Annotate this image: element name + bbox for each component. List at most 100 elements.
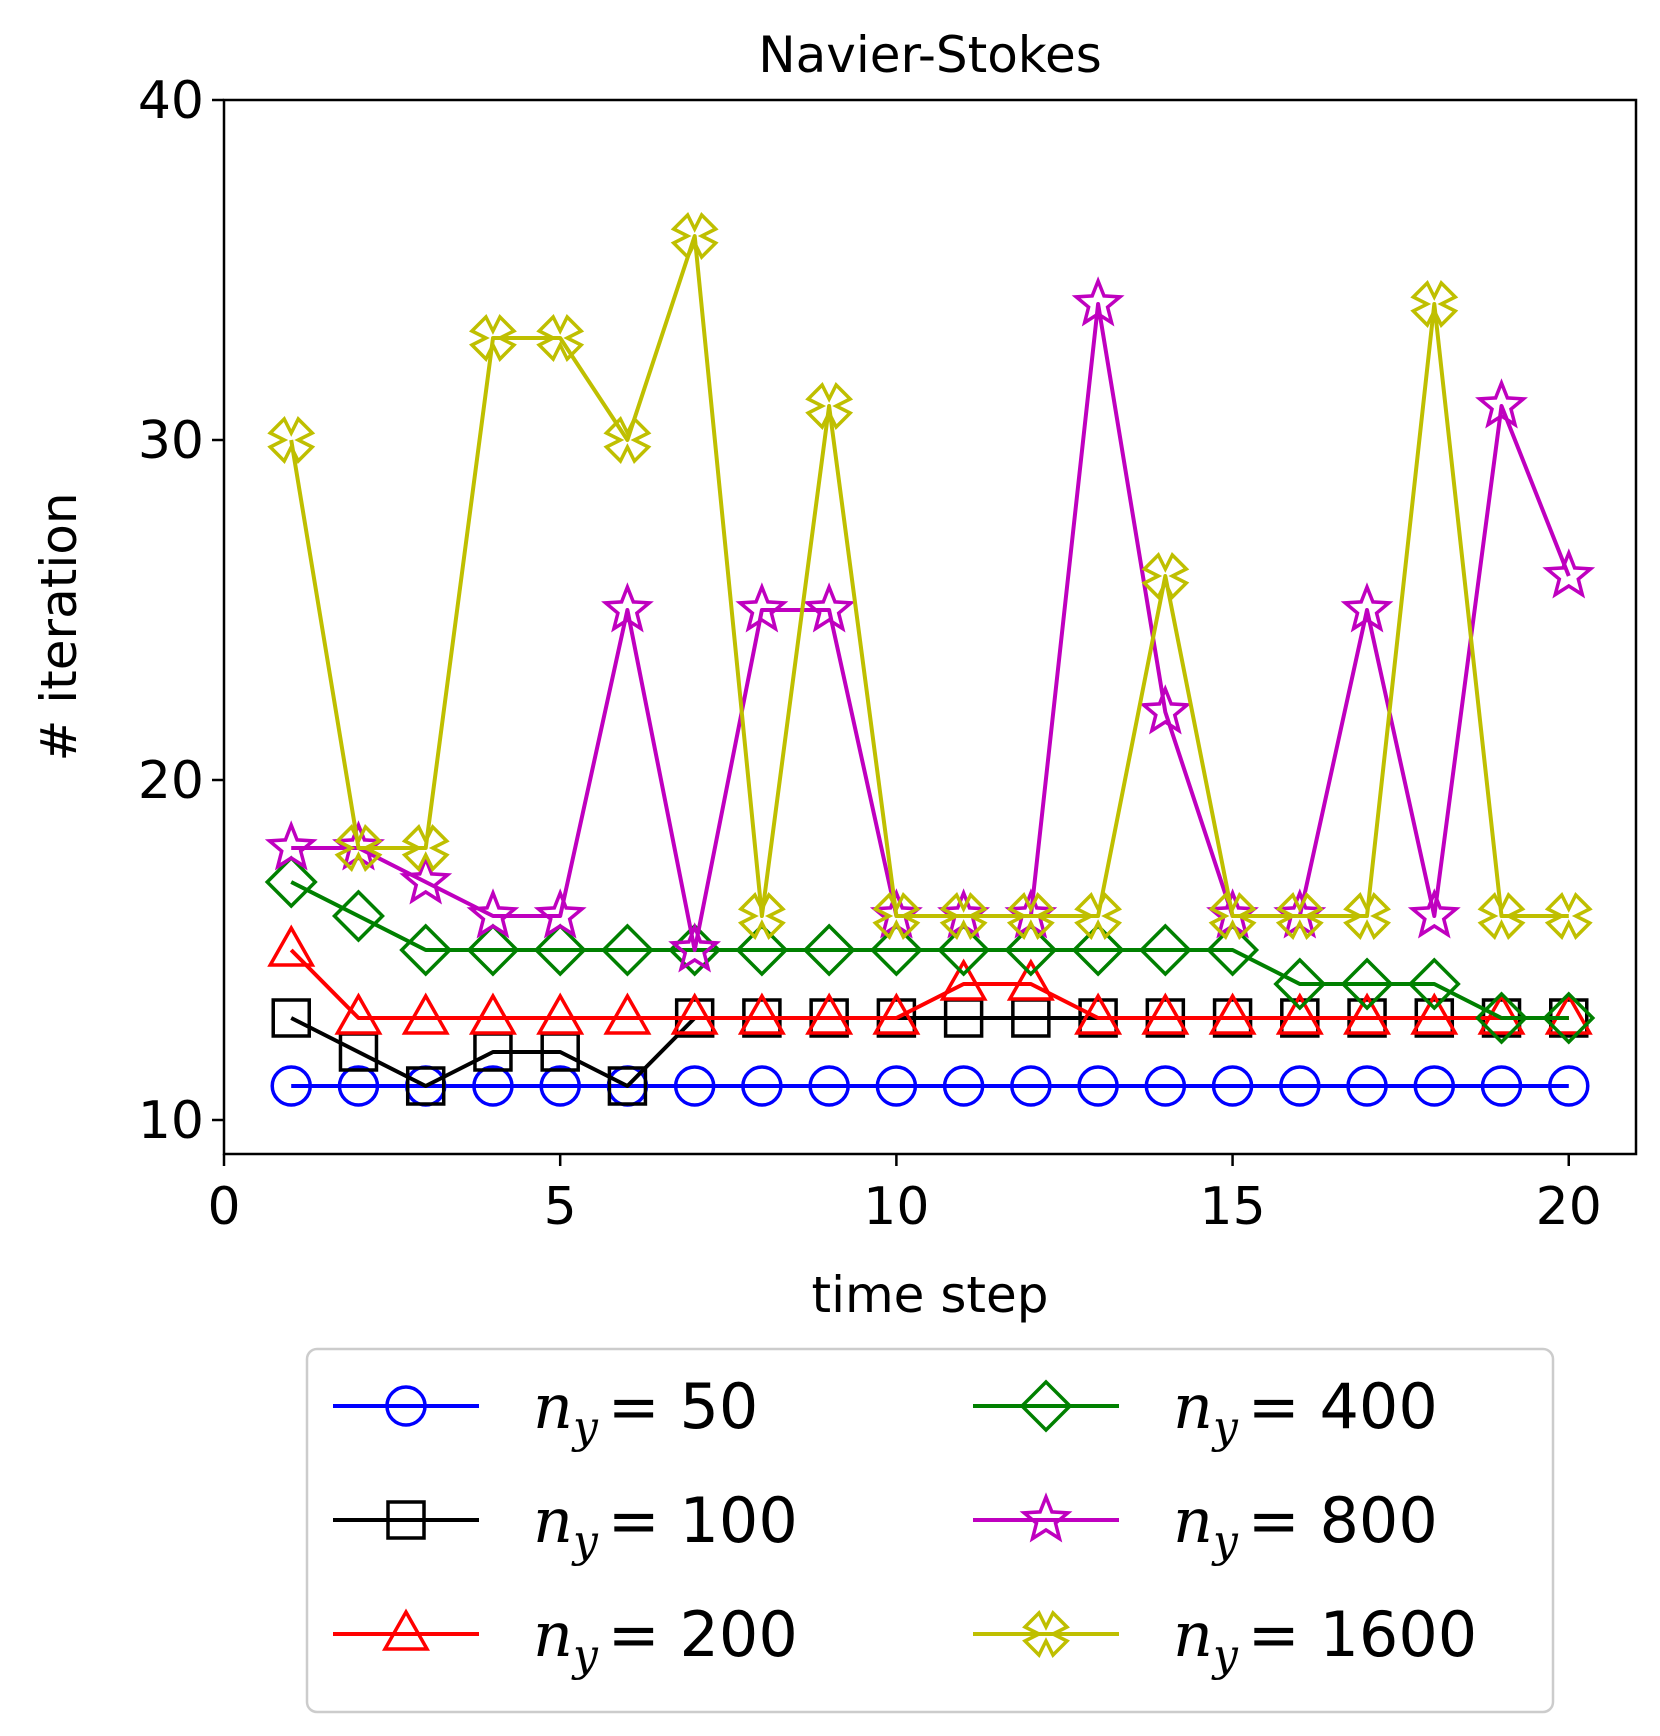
data-point: [1211, 1065, 1254, 1107]
data-point: [466, 888, 520, 939]
data-point: [1346, 1065, 1388, 1107]
data-point: [1475, 991, 1528, 1045]
data-point: [405, 1066, 446, 1106]
data-point: [1004, 923, 1058, 977]
data-point: [802, 923, 856, 977]
legend-label: ny = 100: [533, 1484, 798, 1567]
data-point: [872, 992, 921, 1035]
data-point: [603, 992, 652, 1035]
data-point: [1477, 892, 1526, 940]
data-point: [1542, 548, 1596, 599]
data-point: [1407, 957, 1461, 1011]
data-point: [1208, 992, 1257, 1035]
data-point: [1548, 1065, 1590, 1107]
legend-marker: [385, 1385, 427, 1427]
x-tick-label: 20: [1536, 1177, 1602, 1237]
data-point: [271, 998, 311, 1038]
legend-entry-100: ny = 100: [333, 1484, 798, 1567]
data-point: [264, 855, 318, 909]
series-400: [264, 855, 1596, 1045]
data-point: [735, 923, 789, 977]
data-point: [942, 1065, 985, 1107]
data-point: [802, 582, 856, 633]
series-200: [267, 924, 1593, 1035]
data-point: [808, 1065, 850, 1107]
data-point: [1480, 1065, 1523, 1107]
data-point: [1141, 992, 1190, 1035]
data-point: [1006, 958, 1055, 1001]
data-point: [267, 416, 316, 464]
data-point: [468, 314, 517, 362]
data-point: [737, 892, 786, 940]
legend-marker: [1022, 1610, 1070, 1658]
data-point: [401, 992, 450, 1035]
data-point: [737, 992, 786, 1035]
legend-marker: [1019, 1379, 1073, 1433]
data-point: [875, 1065, 918, 1107]
data-point: [1410, 992, 1459, 1035]
y-axis-label: # iteration: [30, 492, 88, 761]
data-point: [1340, 582, 1394, 633]
data-point: [334, 824, 383, 872]
data-point: [741, 1065, 783, 1107]
y-tick-label: 20: [138, 751, 204, 811]
data-point: [466, 923, 520, 977]
series-line: [290, 880, 1569, 1020]
data-point: [601, 582, 654, 633]
data-point: [673, 1065, 716, 1107]
series-800: [264, 276, 1596, 973]
legend-label: ny = 200: [533, 1598, 798, 1681]
data-point: [399, 923, 453, 977]
data-point: [603, 416, 652, 464]
data-point: [607, 1066, 648, 1106]
data-point: [1071, 276, 1125, 327]
data-point: [472, 1065, 514, 1107]
y-tick-label: 10: [138, 1091, 204, 1151]
series-50: [270, 1065, 1590, 1107]
data-point: [1074, 892, 1123, 940]
series-1600: [267, 212, 1593, 940]
data-point: [1010, 1065, 1052, 1107]
data-point: [1343, 892, 1392, 940]
series-line: [289, 234, 1569, 918]
x-tick-label: 5: [544, 1177, 577, 1237]
data-point: [872, 892, 921, 940]
data-point: [735, 582, 789, 633]
data-point: [337, 1065, 380, 1107]
data-point: [1071, 923, 1125, 977]
data-point: [805, 382, 854, 430]
data-point: [1340, 957, 1394, 1011]
legend-entry-800: ny = 800: [973, 1484, 1438, 1567]
chart-title: Navier-Stokes: [758, 26, 1102, 84]
data-point: [1074, 992, 1123, 1035]
data-point: [270, 1065, 312, 1107]
legend-label: ny = 800: [1173, 1484, 1438, 1567]
data-point: [1279, 1065, 1321, 1107]
data-point: [1006, 892, 1055, 940]
x-tick-label: 10: [863, 1177, 929, 1237]
data-point: [1138, 684, 1192, 735]
data-point: [1542, 991, 1596, 1045]
series-100: [271, 998, 1589, 1106]
data-point: [805, 992, 854, 1035]
series-line: [290, 1016, 1569, 1088]
data-point: [670, 992, 719, 1035]
data-point: [1413, 1065, 1456, 1107]
legend-label: ny = 1600: [1173, 1598, 1477, 1681]
data-point: [1407, 888, 1461, 939]
data-point: [1410, 280, 1459, 328]
data-point: [1077, 1065, 1119, 1107]
data-point: [267, 924, 316, 967]
legend-marker: [381, 1608, 431, 1651]
data-point: [536, 992, 585, 1035]
data-point: [1138, 923, 1192, 977]
x-axis-label: time step: [811, 1266, 1048, 1324]
data-point: [869, 923, 923, 977]
data-point: [1475, 378, 1528, 429]
legend-frame: [305, 1347, 1555, 1714]
data-point: [937, 923, 991, 977]
legend-entry-1600: ny = 1600: [973, 1598, 1477, 1681]
data-point: [332, 889, 385, 943]
data-point: [536, 314, 585, 362]
